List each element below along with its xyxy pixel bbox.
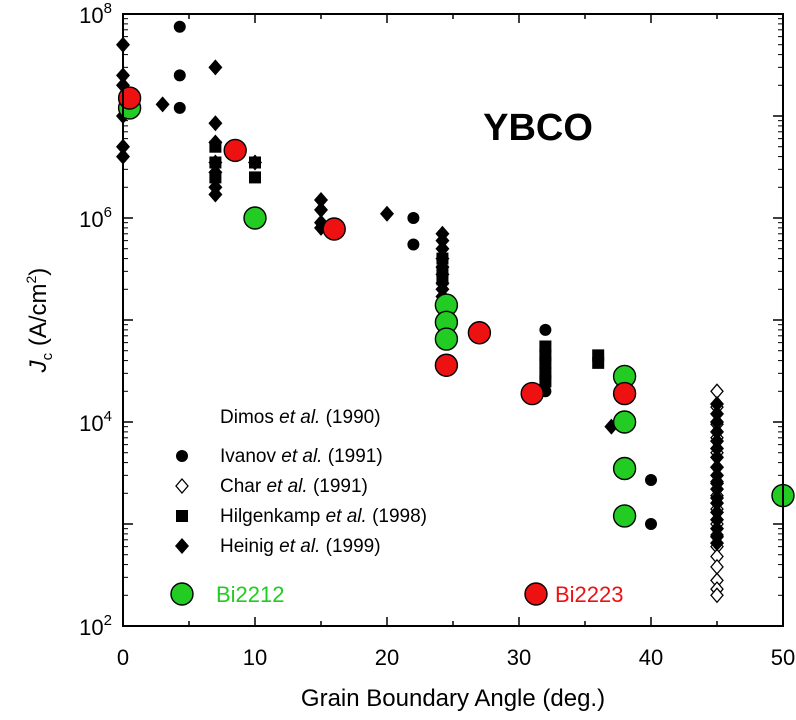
point-hilgenkamp-et-al-1998 <box>209 171 222 184</box>
point-heinig-et-al-1999 <box>710 520 724 537</box>
point-heinig-et-al-1999 <box>710 467 724 484</box>
legend-marker-bi2212 <box>170 582 194 606</box>
point-heinig-et-al-1999 <box>710 396 724 413</box>
point-ivanov-et-al-1991 <box>645 518 657 530</box>
point-heinig-et-al-1999 <box>710 481 724 498</box>
point-hilgenkamp-et-al-1998 <box>249 171 261 184</box>
tick-labels: 0 10 20 30 40 50 102 104 106 108 <box>79 0 795 670</box>
point-bi2223 <box>520 381 544 406</box>
point-hilgenkamp-et-al-1998 <box>592 356 605 369</box>
point-bi2212 <box>243 206 267 230</box>
point-heinig-et-al-1999 <box>380 205 394 222</box>
point-hilgenkamp-et-al-1998 <box>209 140 222 153</box>
legend-label-char: Char et al. (1991) <box>220 476 368 497</box>
y-tick-label: 102 <box>79 612 112 640</box>
point-hilgenkamp-et-al-1998 <box>249 156 261 169</box>
point-heinig-et-al-1999 <box>208 59 223 76</box>
legend-marker-ivanov <box>176 450 188 462</box>
y-tick-label: 106 <box>79 204 112 232</box>
point-ivanov-et-al-1991 <box>173 69 186 82</box>
x-tick-label: 30 <box>507 645 531 670</box>
point-heinig-et-al-1999 <box>435 232 450 249</box>
point-heinig-et-al-1999 <box>314 201 328 218</box>
point-bi2223 <box>434 353 459 377</box>
point-heinig-et-al-1999 <box>710 495 724 512</box>
point-heinig-et-al-1999 <box>208 186 223 203</box>
point-heinig-et-al-1999 <box>710 423 724 440</box>
x-tick-label: 50 <box>771 645 795 670</box>
legend-label-bi2212: Bi2212 <box>216 582 285 607</box>
point-ivanov-et-al-1991 <box>407 238 420 251</box>
x-tick-label: 40 <box>639 645 663 670</box>
legend-marker-hilgenkamp <box>176 510 188 522</box>
point-heinig-et-al-1999 <box>710 535 724 552</box>
point-hilgenkamp-et-al-1998 <box>436 252 449 265</box>
point-heinig-et-al-1999 <box>710 449 724 466</box>
point-hilgenkamp-et-al-1998 <box>436 273 449 286</box>
point-bi2212 <box>434 327 459 351</box>
legend-label-hilgenkamp: Hilgenkamp et al. (1998) <box>220 506 427 527</box>
legend-marker-heinig <box>175 538 189 554</box>
chart-title: YBCO <box>483 107 593 149</box>
point-hilgenkamp-et-al-1998 <box>539 375 552 388</box>
y-tick-label: 108 <box>79 0 112 28</box>
point-ivanov-et-al-1991 <box>173 101 186 114</box>
point-hilgenkamp-et-al-1998 <box>539 356 552 369</box>
x-tick-label: 10 <box>243 645 267 670</box>
point-heinig-et-al-1999 <box>710 511 724 528</box>
y-axis-title: Jc (A/cm2) <box>23 268 56 374</box>
legend-marker-bi2223 <box>524 582 548 606</box>
legend: Dimos et al. (1990) Ivanov et al. (1991)… <box>170 407 624 607</box>
x-tick-label: 0 <box>117 645 129 670</box>
point-heinig-et-al-1999 <box>155 96 170 113</box>
point-bi2223 <box>612 381 637 406</box>
point-char-et-al-1991 <box>710 587 724 604</box>
legend-label-heinig: Heinig et al. (1999) <box>220 536 381 557</box>
x-tick-label: 20 <box>375 645 399 670</box>
point-bi2212 <box>612 456 637 481</box>
legend-header: Dimos et al. (1990) <box>220 407 381 428</box>
point-heinig-et-al-1999 <box>208 115 223 132</box>
plot-frame <box>122 13 784 627</box>
point-bi2212 <box>612 504 637 528</box>
x-axis-title: Grain Boundary Angle (deg.) <box>301 685 605 712</box>
legend-marker-char <box>175 478 189 494</box>
point-heinig-et-al-1999 <box>710 405 724 422</box>
point-bi2212 <box>612 410 637 434</box>
legend-label-ivanov: Ivanov et al. (1991) <box>220 446 383 467</box>
point-hilgenkamp-et-al-1998 <box>209 156 222 169</box>
point-bi2223 <box>322 217 346 241</box>
data-markers <box>116 20 795 604</box>
legend-label-bi2223: Bi2223 <box>555 582 624 607</box>
point-ivanov-et-al-1991 <box>407 212 420 224</box>
y-tick-label: 104 <box>79 408 112 436</box>
point-ivanov-et-al-1991 <box>539 323 552 336</box>
point-bi2223 <box>467 321 492 345</box>
point-heinig-et-al-1999 <box>710 414 724 430</box>
point-bi2223 <box>117 86 142 110</box>
point-ivanov-et-al-1991 <box>645 474 657 487</box>
point-heinig-et-al-1999 <box>710 459 724 476</box>
point-heinig-et-al-1999 <box>710 440 724 457</box>
point-ivanov-et-al-1991 <box>173 20 186 33</box>
point-heinig-et-al-1999 <box>314 192 328 209</box>
point-bi2223 <box>223 138 247 163</box>
